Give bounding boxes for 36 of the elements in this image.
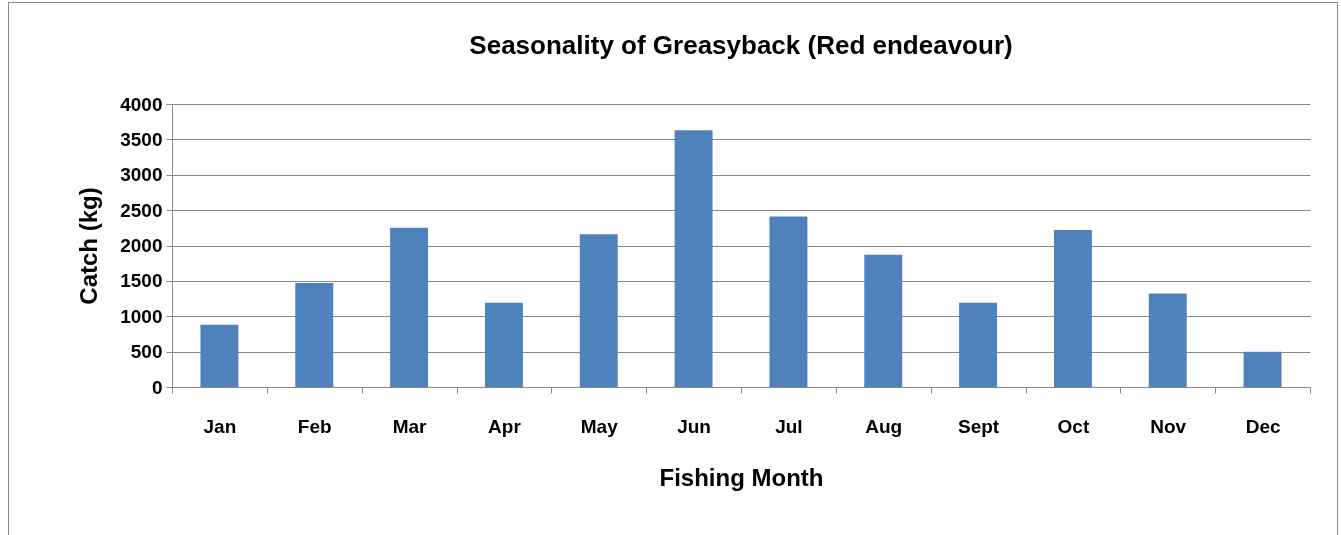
x-tick-label: Oct xyxy=(1057,415,1090,437)
x-tick-label: Jan xyxy=(203,415,237,437)
x-tick-label: Feb xyxy=(297,415,332,437)
x-axis-title: Fishing Month xyxy=(659,463,824,491)
bar xyxy=(1243,351,1282,387)
bar xyxy=(674,130,713,387)
bar xyxy=(1053,229,1092,387)
y-tick-label: 2000 xyxy=(120,235,163,256)
y-tick-label: 4000 xyxy=(120,93,163,115)
bar xyxy=(200,324,239,387)
bar xyxy=(295,283,334,387)
x-tick-label: Mar xyxy=(392,415,428,437)
y-tick-label: 2500 xyxy=(120,199,163,221)
x-tick-label: Apr xyxy=(488,415,522,437)
bar xyxy=(1148,293,1187,387)
x-tick-label: May xyxy=(580,415,619,437)
y-axis-title: Catch (kg) xyxy=(75,187,103,305)
x-tick-label: Jun xyxy=(677,415,711,437)
bar xyxy=(390,227,429,387)
x-tick-label: Sept xyxy=(957,415,1000,437)
y-tick-label: 3000 xyxy=(120,164,163,186)
y-tick-label: 3500 xyxy=(120,128,163,150)
x-tick-label: Dec xyxy=(1245,415,1281,437)
bar xyxy=(579,234,618,387)
x-tick-label: Aug xyxy=(865,415,903,437)
x-tick-label: Jul xyxy=(775,415,803,437)
x-tick-label: Nov xyxy=(1150,415,1187,437)
y-tick-label: 0 xyxy=(151,376,163,398)
bar xyxy=(769,216,808,387)
y-tick-label: 1000 xyxy=(120,305,163,327)
bar xyxy=(959,302,998,387)
bar xyxy=(864,254,903,387)
chart-title: Seasonality of Greasyback (Red endeavour) xyxy=(469,30,1013,60)
y-tick-label: 1500 xyxy=(120,270,163,292)
y-tick-label: 500 xyxy=(130,341,163,363)
bar xyxy=(484,302,523,387)
